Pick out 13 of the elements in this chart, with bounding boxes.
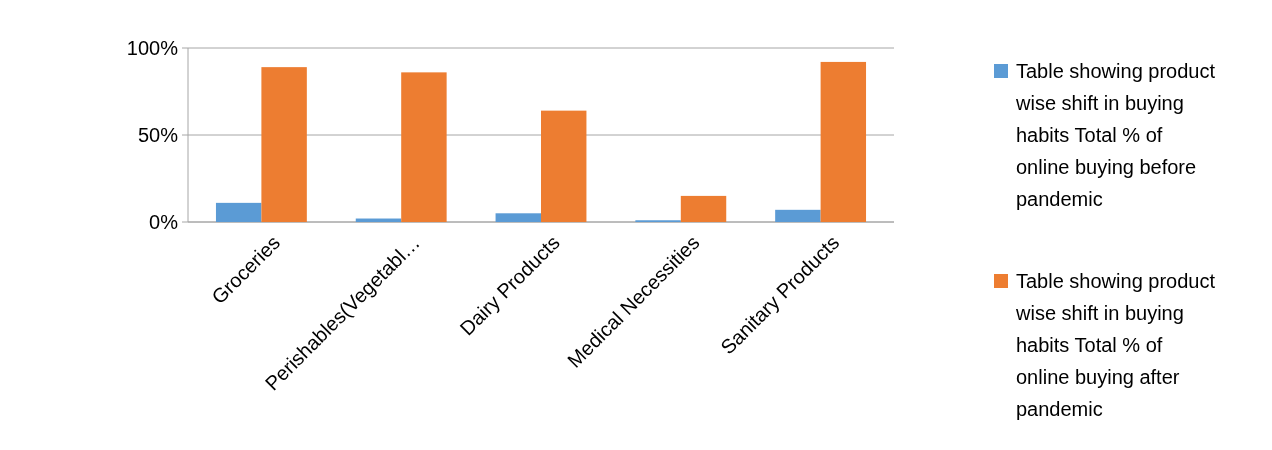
- bar: [215, 202, 262, 222]
- bar: [820, 61, 867, 222]
- bar: [541, 110, 587, 222]
- bar: [680, 195, 727, 222]
- bar: [261, 67, 307, 222]
- legend-label: Table showing product wise shift in buying habits Total % of online buying before pandemic: [1015, 60, 1216, 210]
- bar: [775, 209, 821, 222]
- y-tick-label: 50%: [137, 124, 179, 146]
- legend-label: Table showing product wise shift in buying habits Total % of online buying after pandemic: [1015, 270, 1216, 420]
- y-tick-label: 0%: [149, 211, 179, 233]
- bar: [495, 213, 541, 222]
- y-tick-label: 100%: [126, 37, 179, 59]
- bar: [401, 72, 447, 222]
